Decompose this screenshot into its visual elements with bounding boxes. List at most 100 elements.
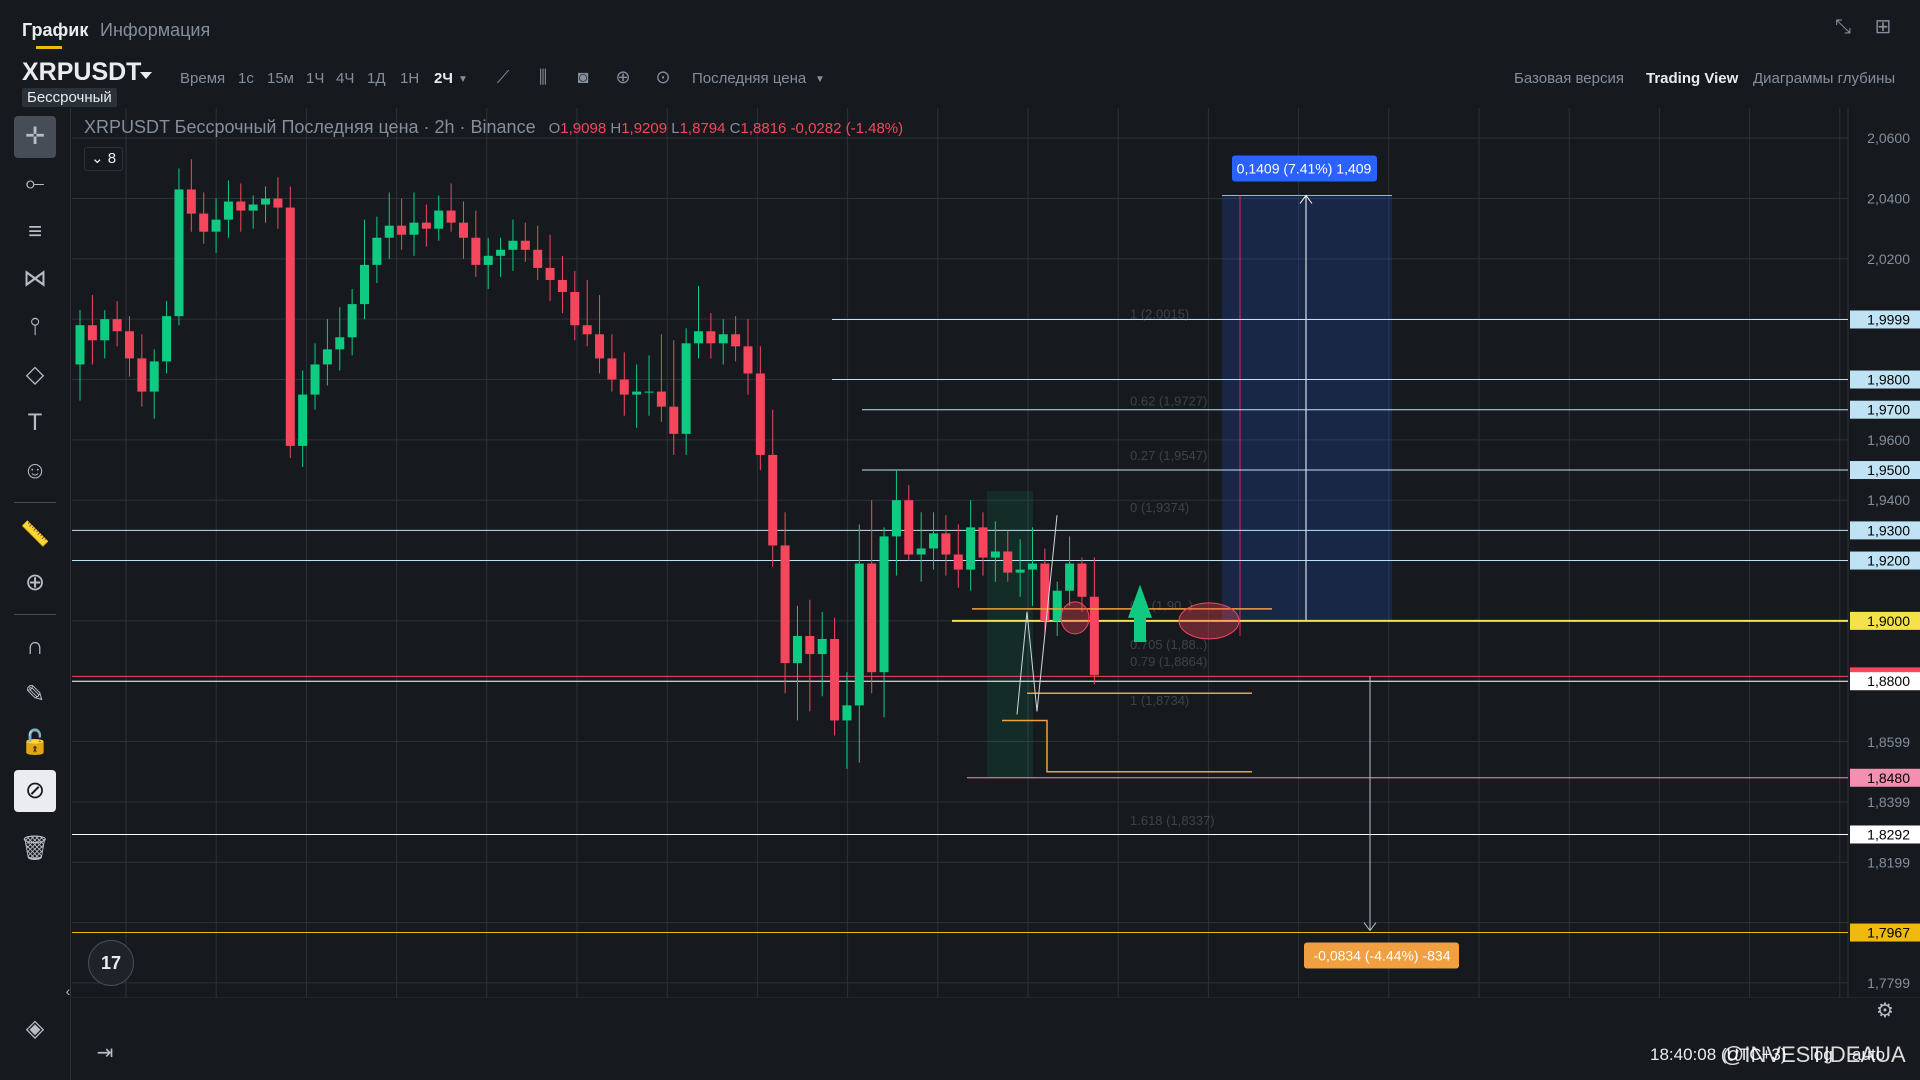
clock: 18:40:08 (UTC+3) (1650, 1045, 1787, 1064)
lock-icon[interactable]: 🔓 (20, 729, 50, 756)
candle-body (867, 563, 877, 673)
candle-body (409, 222, 419, 235)
collapse-icon[interactable]: ⤡ (1835, 16, 1851, 38)
candle-body (87, 325, 97, 341)
open-label: O (548, 120, 561, 137)
zoom-in-icon[interactable]: ⊕ (24, 569, 46, 596)
candle-body (557, 279, 567, 293)
candle-body (496, 249, 506, 256)
candle-body (520, 240, 530, 250)
y-tick-label: 1,8399 (1867, 794, 1910, 810)
candle-body (780, 545, 790, 664)
pattern-icon[interactable]: ⋈ (23, 265, 47, 292)
orange-step (1002, 719, 1252, 773)
price-line-tag (1850, 310, 1920, 329)
hide-drawings-icon[interactable]: ⊘ (14, 770, 56, 812)
candle-body (124, 331, 134, 359)
layout-grid-icon[interactable]: ⊞ (1874, 16, 1892, 38)
candle-body (112, 319, 122, 332)
candle-body (595, 334, 605, 359)
candle-body (1065, 563, 1075, 591)
timeframe-1w[interactable]: 1Н (400, 70, 420, 87)
date-range-icon[interactable]: ⇥ (96, 1042, 114, 1064)
ruler-icon[interactable]: 📏 (20, 521, 50, 548)
camera-icon[interactable]: ◙ (577, 67, 589, 87)
candle-body (792, 635, 802, 664)
candle-body (656, 391, 666, 407)
up-arrow-icon (1128, 584, 1152, 642)
candle-body (990, 551, 1000, 558)
candle-body (953, 554, 963, 570)
y-tick-label: 1,7799 (1867, 975, 1910, 991)
candle-body (966, 527, 976, 570)
fib-level-label: 0.27 (1,9547) (1130, 448, 1207, 463)
draw-mode-icon[interactable]: ✎ (24, 681, 46, 708)
horizontal-lines-icon[interactable]: ≡ (27, 218, 42, 245)
timeframe-1d[interactable]: 1Д (367, 70, 386, 87)
chart-settings-icon[interactable]: ⚙ (1876, 1000, 1894, 1022)
timeframe-chevron-icon[interactable]: ▼ (458, 74, 468, 85)
candle-body (706, 331, 716, 344)
layers-icon[interactable]: ◈ (25, 1015, 45, 1042)
price-line-tag (1850, 611, 1920, 630)
timeframe-2h[interactable]: 2Ч (434, 70, 453, 87)
trendline-icon[interactable]: ⟜ (25, 170, 45, 197)
view-basic[interactable]: Базовая версия (1514, 70, 1624, 87)
price-chart[interactable]: 2,0600 2,0400 2,0200 1,9999 1,9800 1,9700 1,96… (72, 108, 1920, 998)
settings-icon[interactable]: ⊙ (655, 67, 671, 87)
timeframe-1s[interactable]: 1с (238, 70, 254, 87)
candle-body (619, 379, 629, 395)
change-value: -0,0282 (-1.48%) (790, 120, 904, 137)
price-source-chevron-icon[interactable]: ▼ (815, 74, 825, 85)
indicators-icon[interactable]: ⟋ (496, 67, 510, 87)
price-line-tag (1850, 400, 1920, 419)
collapse-toolbar-icon[interactable]: ‹ (65, 983, 71, 999)
candle-body (1003, 551, 1013, 573)
candle-body (830, 638, 840, 721)
timeframe-1h[interactable]: 1Ч (306, 70, 325, 87)
auto-scale-toggle[interactable]: auto (1852, 1045, 1886, 1064)
price-line-tag (1850, 551, 1920, 570)
chevron-down-icon[interactable] (140, 72, 152, 79)
candle-body (681, 343, 691, 434)
fib-level-label: 1 (1,8734) (1130, 693, 1189, 708)
text-tool-icon[interactable]: T (27, 409, 43, 436)
emoji-icon[interactable]: ☺ (22, 457, 48, 484)
measure-down-arrowhead (1363, 922, 1377, 932)
price-source-select[interactable]: Последняя цена (692, 70, 807, 87)
measure-up-tag (1232, 155, 1377, 182)
chart-type-icon[interactable]: ⫼ (538, 67, 548, 87)
measure-up-arrowhead (1299, 194, 1313, 204)
tab-chart[interactable]: График (22, 20, 89, 40)
fib-level-label: 0.62 (1,9727) (1130, 394, 1207, 409)
log-scale-toggle[interactable]: log (1810, 1045, 1833, 1064)
timeframe-4h[interactable]: 4Ч (336, 70, 355, 87)
symbol-name[interactable]: XRPUSDT (22, 58, 142, 86)
y-tick-label: 1,8599 (1867, 734, 1910, 750)
toolbar-divider (14, 614, 56, 615)
candle-body (879, 536, 889, 673)
view-tradingview[interactable]: Trading View (1646, 70, 1739, 87)
candle-body (458, 222, 468, 238)
tab-info[interactable]: Информация (100, 20, 211, 40)
fib-tool-icon[interactable]: ⫯ (29, 313, 41, 340)
high-label: H (610, 120, 622, 137)
candle-body (731, 334, 741, 347)
timeframe-15m[interactable]: 15м (267, 70, 294, 87)
candle-body (817, 638, 827, 655)
candle-body (941, 533, 951, 555)
trash-icon[interactable]: 🗑 (19, 835, 51, 862)
timeframe-time[interactable]: Время (180, 70, 226, 87)
magnet-icon[interactable]: ∩ (26, 633, 44, 660)
candle-body (904, 500, 914, 555)
candle-body (768, 454, 778, 546)
tradingview-logo[interactable]: 17 (88, 940, 134, 986)
crosshair-icon[interactable]: ✛ (14, 116, 56, 158)
indicators-toggle[interactable]: ⌄ 8 (84, 147, 124, 171)
add-icon[interactable]: ⊕ (615, 67, 631, 87)
view-depth[interactable]: Диаграммы глубины (1753, 70, 1896, 87)
price-line-label: 1,9800 (1867, 372, 1910, 388)
fib-level-label: 1.618 (1,8337) (1130, 813, 1215, 828)
shapes-icon[interactable]: ◇ (25, 361, 45, 388)
drawing-toolbar: ✛ ⟜ ≡ ⋈ ⫯ ◇ T ☺ 📏 ⊕ ∩ ✎ 🔓 ⊘ 🗑 ◈ (0, 108, 71, 1080)
